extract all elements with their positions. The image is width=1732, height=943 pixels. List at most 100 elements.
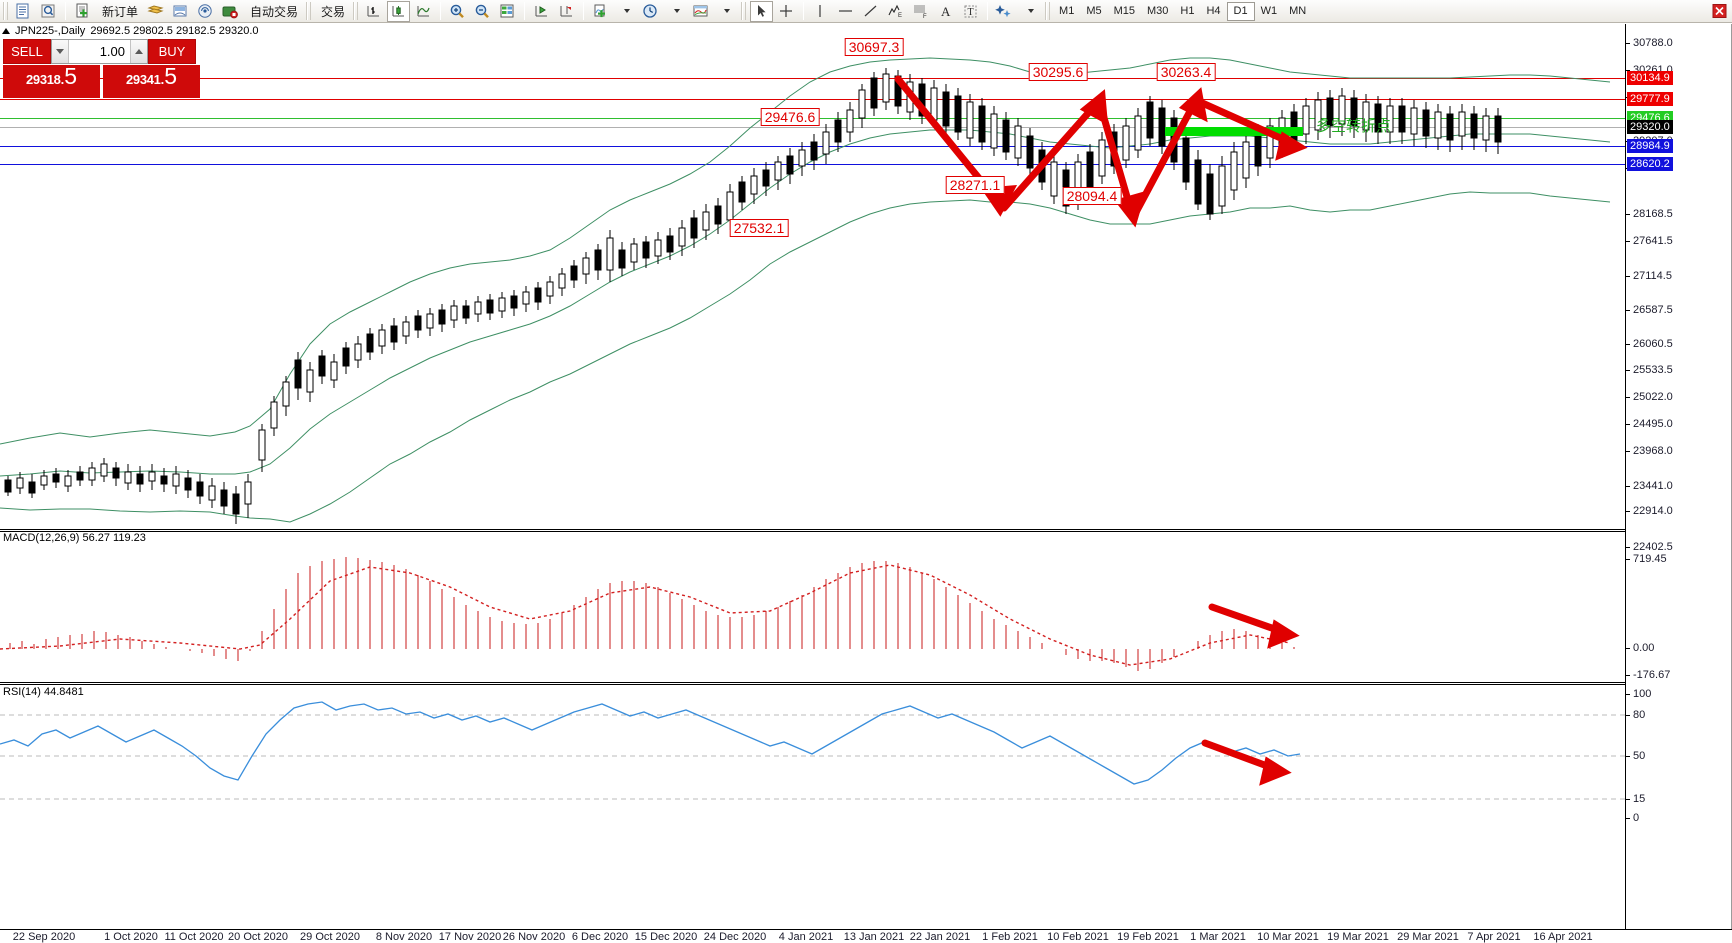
price-axis-chip[interactable]: 29777.9 (1627, 92, 1673, 106)
price-axis-chip[interactable]: 28620.2 (1627, 157, 1673, 171)
price-axis[interactable]: 30788.030261.029734.029207.028694.528168… (1625, 24, 1732, 929)
macd-pane-top-border-2 (0, 531, 1625, 532)
rsi-series (0, 701, 1625, 800)
chart-autoscroll-icon[interactable] (555, 1, 578, 22)
axis-tick (1626, 344, 1630, 345)
one-click-trading-panel[interactable]: SELL 1.00 BUY 29318 . 5 29341 . 5 (3, 39, 200, 98)
elliott-wave-icon[interactable]: E (884, 1, 907, 22)
macd-axis-label: -176.67 (1633, 669, 1671, 681)
shapes-icon[interactable] (993, 1, 1016, 22)
annotation-30295[interactable]: 30295.6 (1028, 63, 1088, 81)
toolbar-grip-3[interactable] (353, 2, 359, 20)
new-order-icon[interactable] (71, 1, 94, 22)
data-window-icon[interactable] (496, 1, 519, 22)
time-axis-label: 1 Mar 2021 (1190, 931, 1246, 943)
price-axis-label: 25533.5 (1633, 364, 1673, 376)
period-clock-icon[interactable] (639, 1, 662, 22)
print-preview-icon[interactable] (169, 1, 192, 22)
auto-trading-icon[interactable] (219, 1, 242, 22)
document-icon[interactable] (12, 1, 35, 22)
toolbar-grip[interactable] (3, 2, 8, 20)
cursor-icon[interactable] (750, 0, 774, 22)
trendline-icon[interactable] (859, 1, 882, 22)
text-label-icon[interactable]: T (959, 1, 982, 22)
line-chart-icon[interactable] (412, 1, 435, 22)
annotation-28094[interactable]: 28094.4 (1062, 187, 1122, 205)
level-current-price (0, 127, 1625, 128)
timeframe-mn[interactable]: MN (1289, 5, 1307, 17)
svg-text:T: T (968, 7, 974, 18)
rsi-pane-top-border (0, 682, 1625, 683)
level-resistance-1 (0, 78, 1625, 79)
buy-price-integer: 29341 (125, 72, 161, 87)
chevron-down-icon[interactable] (614, 1, 637, 22)
volume-increase-button[interactable] (130, 40, 147, 63)
toolbar-grip-5[interactable] (1045, 2, 1051, 20)
time-axis[interactable]: 22 Sep 2020 1 Oct 2020 11 Oct 2020 20 Oct 2… (0, 929, 1732, 943)
close-icon[interactable] (1708, 1, 1731, 22)
chart-shift-icon[interactable] (530, 1, 553, 22)
fibonacci-icon[interactable]: F (909, 1, 932, 22)
timeframe-w1[interactable]: W1 (1260, 5, 1278, 17)
magnifier-chart-icon[interactable] (37, 1, 60, 22)
buy-price-decimal: 5 (164, 63, 178, 89)
chevron-down-icon-4[interactable] (1018, 1, 1041, 22)
annotation-28271[interactable]: 28271.1 (945, 176, 1005, 194)
timeframe-h4[interactable]: H4 (1206, 5, 1221, 17)
timeframe-m1[interactable]: M1 (1059, 5, 1075, 17)
hline-icon[interactable] (834, 1, 857, 22)
volume-stepper[interactable]: 1.00 (51, 39, 148, 64)
level-resistance-2 (0, 99, 1625, 100)
timeframe-h1[interactable]: H1 (1180, 5, 1195, 17)
time-axis-label: 1 Oct 2020 (104, 931, 158, 943)
axis-tick (1626, 276, 1630, 277)
timeframe-m30[interactable]: M30 (1147, 5, 1169, 17)
time-axis-label: 22 Jan 2021 (909, 931, 971, 943)
folder-icon[interactable] (144, 1, 167, 22)
zoom-out-icon[interactable] (471, 1, 494, 22)
price-axis-label: 25022.0 (1633, 391, 1673, 403)
annotation-27532[interactable]: 27532.1 (729, 219, 789, 237)
toolbar-grip-2[interactable] (306, 2, 312, 20)
price-axis-chip[interactable]: 30134.9 (1627, 71, 1673, 85)
vline-icon[interactable] (809, 1, 832, 22)
buy-price-separator: . (160, 72, 165, 87)
annotation-30697[interactable]: 30697.3 (844, 38, 904, 56)
add-indicator-icon[interactable] (589, 1, 612, 22)
volume-decrease-button[interactable] (52, 40, 69, 63)
timeframe-d1[interactable]: D1 (1226, 1, 1255, 21)
chevron-down-icon-2[interactable] (664, 1, 687, 22)
annotation-30263[interactable]: 30263.4 (1156, 63, 1216, 81)
auto-trading-button[interactable]: 自动交易 (244, 1, 302, 22)
time-axis-label: 22 Sep 2020 (12, 931, 76, 943)
axis-tick (1626, 648, 1630, 649)
zoom-in-icon[interactable] (446, 1, 469, 22)
buy-button[interactable]: BUY (148, 39, 196, 64)
timeframe-m5[interactable]: M5 (1086, 5, 1102, 17)
text-icon[interactable]: A (934, 1, 957, 22)
toolbar-grip-4[interactable] (741, 2, 747, 20)
time-axis-label: 24 Dec 2020 (703, 931, 767, 943)
signals-icon[interactable] (194, 1, 217, 22)
rsi-pane[interactable]: RSI(14) 44.8481 (0, 684, 1625, 929)
macd-pane[interactable]: MACD(12,26,9) 56.27 119.23 (0, 531, 1625, 682)
buy-price-box[interactable]: 29341 . 5 (103, 65, 200, 98)
crosshair-icon[interactable] (775, 1, 798, 22)
volume-input[interactable]: 1.00 (69, 40, 130, 63)
timeframe-m15[interactable]: M15 (1113, 5, 1136, 17)
sell-price-box[interactable]: 29318 . 5 (3, 65, 100, 98)
trade-menu-button[interactable]: 交易 (315, 1, 349, 22)
new-order-button[interactable]: 新订单 (96, 1, 142, 22)
rsi-axis-label: 50 (1633, 750, 1646, 762)
chevron-down-icon-3[interactable] (714, 1, 737, 22)
candlestick-chart-icon[interactable] (387, 0, 411, 22)
bar-chart-icon[interactable] (362, 1, 385, 22)
sell-button[interactable]: SELL (3, 39, 51, 64)
price-axis-chip[interactable]: 28984.9 (1627, 139, 1673, 153)
annotation-29476[interactable]: 29476.6 (760, 108, 820, 126)
collapse-triangle-icon[interactable] (2, 28, 10, 34)
price-chart-pane[interactable]: 30697.3 29476.6 27532.1 28271.1 30295.6 … (0, 24, 1625, 529)
macd-title: MACD(12,26,9) 56.27 119.23 (3, 532, 146, 544)
templates-icon[interactable] (689, 1, 712, 22)
price-axis-chip[interactable]: 29320.0 (1627, 120, 1673, 134)
